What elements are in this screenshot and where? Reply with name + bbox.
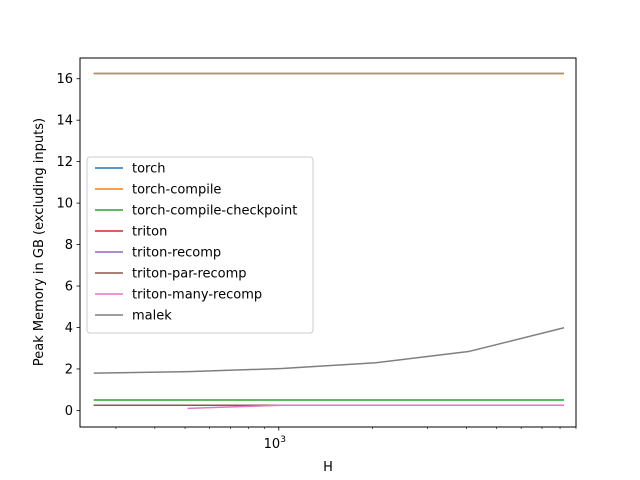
legend-label-torch-compile: torch-compile xyxy=(132,183,221,198)
legend-label-triton-many-recomp: triton-many-recomp xyxy=(132,288,262,303)
legend-label-malek: malek xyxy=(132,309,172,324)
y-axis-label: Peak Memory in GB (excluding inputs) xyxy=(32,118,47,366)
legend-box xyxy=(86,156,314,334)
legend-label-triton-par-recomp: triton-par-recomp xyxy=(132,267,247,282)
y-tick-label: 6 xyxy=(65,280,73,295)
y-tick-label: 16 xyxy=(56,72,73,87)
legend-label-triton: triton xyxy=(132,225,167,240)
series-line-triton-many-recomp xyxy=(187,404,565,410)
x-axis-label: H xyxy=(323,460,333,475)
x-tick-label: 103 xyxy=(264,435,286,452)
legend-label-torch: torch xyxy=(132,162,166,177)
y-tick-label: 8 xyxy=(65,238,73,253)
y-tick-label: 0 xyxy=(65,404,73,419)
plot-lines xyxy=(93,72,565,410)
legend-label-triton-recomp: triton-recomp xyxy=(132,246,221,261)
y-axis: 0 2 4 6 8 10 12 14 16 xyxy=(56,72,80,419)
x-axis: 103 xyxy=(115,427,577,452)
y-tick-label: 2 xyxy=(65,362,73,377)
legend: torch torch-compile torch-compile-checkpoi… xyxy=(86,156,314,334)
y-tick-label: 14 xyxy=(56,114,73,129)
legend-label-torch-compile-checkpoint: torch-compile-checkpoint xyxy=(132,204,297,219)
plot-frame xyxy=(79,57,577,428)
y-tick-label: 4 xyxy=(65,321,73,336)
y-tick-label: 12 xyxy=(56,155,73,170)
y-tick-label: 10 xyxy=(56,197,73,212)
series-line-malek xyxy=(93,327,565,374)
